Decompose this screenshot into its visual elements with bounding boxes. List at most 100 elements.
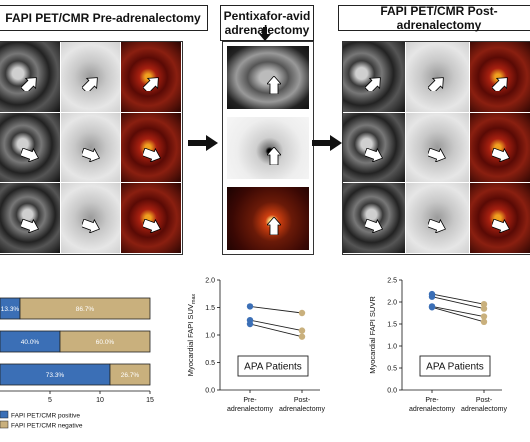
series-line xyxy=(431,305,485,317)
scan-image-fused xyxy=(469,42,530,112)
bar-data-label: 13.3% xyxy=(1,306,20,313)
pointer-arrow-icon xyxy=(142,147,161,162)
x-tick-label: 10 xyxy=(96,397,104,404)
pointer-arrow-icon xyxy=(267,146,281,165)
pointer-arrow-icon xyxy=(491,147,510,162)
y-tick-label: 2.5 xyxy=(387,278,397,285)
suvmax-chart: 0.0 0.5 1.0 1.5 2.0 Pre-adrenalectomy Post-adr… xyxy=(186,278,325,414)
series-line xyxy=(249,323,303,338)
arrow-right-icon xyxy=(312,135,342,151)
data-point xyxy=(298,333,306,340)
pointer-arrow-icon xyxy=(491,218,510,233)
pointer-arrow-icon xyxy=(81,77,98,92)
panel-post-images xyxy=(342,41,530,255)
scan-image-mri xyxy=(343,183,406,253)
pointer-arrow-icon xyxy=(428,77,445,92)
scan-image-mri xyxy=(0,183,60,253)
scan-image-fused xyxy=(121,112,181,183)
legend-swatch xyxy=(0,420,9,429)
data-point xyxy=(298,327,306,334)
data-point xyxy=(480,301,488,308)
data-point xyxy=(246,320,254,328)
pointer-arrow-icon xyxy=(365,77,381,92)
y-axis-title: Myocardial FAPI SUVmax xyxy=(186,294,197,377)
data-point xyxy=(246,303,254,310)
scan-image-pet xyxy=(60,183,121,253)
pointer-arrow-icon xyxy=(491,77,508,92)
scan-image-fused xyxy=(469,183,530,253)
series-line xyxy=(431,306,485,323)
adrenal-scan-image xyxy=(227,116,309,180)
pointer-arrow-icon xyxy=(81,218,100,233)
x-tick-label: adrenalectomy xyxy=(461,406,507,413)
panel-pre-images xyxy=(0,41,183,255)
pointer-arrow-icon xyxy=(142,218,161,233)
annotation-label: APA Patients xyxy=(426,362,484,373)
y-tick-label: 1.0 xyxy=(387,344,397,351)
bar-data-label: 60.0% xyxy=(96,339,115,346)
bar-data-label: 26.7% xyxy=(121,372,140,379)
scan-image-pet xyxy=(60,42,121,112)
bar-data-label: 86.7% xyxy=(76,306,95,313)
pointer-arrow-icon xyxy=(428,218,447,233)
pointer-arrow-icon xyxy=(365,218,384,233)
scan-image-fused xyxy=(469,112,530,183)
pointer-arrow-icon xyxy=(142,77,159,92)
x-tick-label: Post- xyxy=(294,397,311,404)
x-tick-label: Pre- xyxy=(243,397,257,404)
x-tick-label: 15 xyxy=(146,397,154,404)
x-tick-label: Pre- xyxy=(425,397,439,404)
scan-image-mri xyxy=(0,42,60,112)
arrow-down-icon xyxy=(259,27,271,41)
bar-chart: 13.3% 86.7% 40.0% 60.0% 73.3% 26.7% 5 10 15 FAPI … xyxy=(0,297,154,430)
scan-image-mri xyxy=(343,42,406,112)
annotation-box xyxy=(419,355,491,377)
suvr-chart: 0.0 0.5 1.0 1.5 2.0 2.5 Pre-adrenalectomy Post-… xyxy=(368,278,507,414)
scan-image-pet xyxy=(406,112,469,183)
y-tick-label: 0.0 xyxy=(387,388,397,395)
y-tick-label: 1.0 xyxy=(205,333,215,340)
legend-swatch xyxy=(0,410,9,419)
scan-image-pet xyxy=(406,42,469,112)
y-axis-label: Myocardial FAPI SUVR xyxy=(368,296,377,374)
bar-data-label: 40.0% xyxy=(21,339,40,346)
series-line xyxy=(249,305,303,314)
x-tick-label: Post- xyxy=(476,397,493,404)
y-tick-label: 0.5 xyxy=(205,360,215,367)
pointer-arrow-icon xyxy=(81,147,100,162)
adrenal-scan-image xyxy=(227,187,309,250)
bar-segment xyxy=(59,330,151,353)
scan-image-mri xyxy=(0,112,60,183)
series-line xyxy=(431,296,485,310)
scan-image-fused xyxy=(121,42,181,112)
legend-label: FAPI PET/CMR positive xyxy=(11,413,80,420)
y-tick-label: 0.5 xyxy=(387,366,397,373)
title-post-text: FAPI PET/CMR Post-adrenalectomy xyxy=(380,4,498,32)
pointer-arrow-icon xyxy=(428,147,447,162)
title-post: FAPI PET/CMR Post-adrenalectomy xyxy=(338,4,530,32)
x-tick-label: adrenalectomy xyxy=(409,406,455,413)
series-line xyxy=(249,319,303,332)
data-point xyxy=(298,309,306,317)
y-axis-title: Myocardial FAPI SUVR xyxy=(368,296,377,374)
legend-label: FAPI PET/CMR negative xyxy=(11,423,83,430)
scan-image-fused xyxy=(121,183,181,253)
title-pre: FAPI PET/CMR Pre-adrenalectomy xyxy=(0,5,208,31)
annotation-label: APA Patients xyxy=(244,362,302,373)
data-point xyxy=(480,305,488,312)
scan-image-pet xyxy=(406,183,469,253)
adrenal-scan-image xyxy=(227,46,309,109)
bar-segment xyxy=(109,363,151,386)
scan-image-pet xyxy=(60,112,121,183)
annotation-box xyxy=(237,355,309,377)
title-pre-text: FAPI PET/CMR Pre-adrenalectomy xyxy=(5,11,201,25)
pointer-arrow-icon xyxy=(365,147,384,162)
scan-image-mri xyxy=(343,112,406,183)
arrow-right-icon xyxy=(188,135,218,151)
data-point xyxy=(480,318,488,325)
series-line xyxy=(431,293,485,305)
x-tick-label: adrenalectomy xyxy=(279,406,325,413)
bar-data-label: 73.3% xyxy=(46,372,65,379)
y-axis-label: Myocardial FAPI SUVmax xyxy=(186,294,197,377)
y-tick-label: 2.0 xyxy=(387,300,397,307)
